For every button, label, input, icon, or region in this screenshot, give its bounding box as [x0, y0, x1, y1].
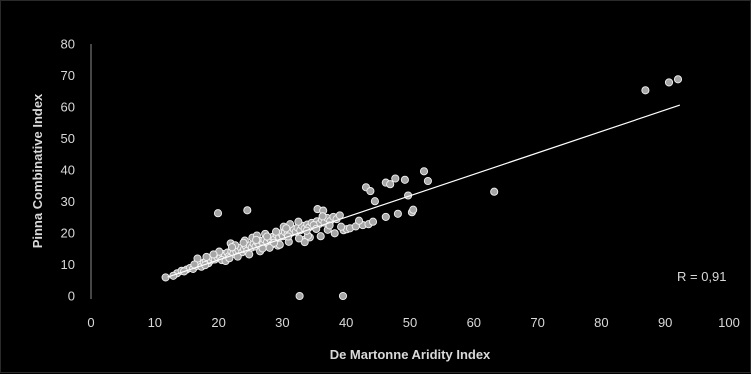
data-point — [370, 197, 379, 206]
y-tick-label: 40 — [61, 163, 75, 178]
y-tick-label: 80 — [61, 37, 75, 52]
data-point — [338, 291, 348, 301]
data-point — [209, 250, 218, 259]
data-point — [161, 273, 170, 282]
correlation-annotation: R = 0,91 — [677, 269, 727, 284]
y-tick-label: 20 — [61, 226, 75, 241]
data-point — [294, 234, 304, 243]
data-point — [239, 238, 248, 247]
data-point — [330, 229, 339, 238]
data-point — [664, 78, 674, 87]
axes: 0 10 20 30 40 50 60 70 80 0 10 20 30 40 50 60 70 80 90 100 — [61, 37, 740, 331]
data-point — [419, 167, 429, 176]
x-tick-label: 20 — [211, 315, 225, 330]
data-point — [294, 217, 303, 226]
x-tick-label: 0 — [87, 315, 94, 330]
data-point — [391, 174, 400, 183]
x-tick-label: 60 — [467, 315, 481, 330]
data-point — [423, 176, 432, 186]
x-tick-label: 80 — [594, 315, 608, 330]
data-point — [271, 227, 281, 236]
data-point — [381, 212, 390, 221]
data-point — [295, 291, 304, 301]
data-point — [202, 252, 211, 261]
trendline-group — [167, 104, 681, 278]
data-point — [300, 238, 309, 247]
y-tick-label: 50 — [61, 131, 75, 146]
x-axis-title: De Martonne Aridity Index — [330, 347, 491, 362]
data-point — [316, 232, 325, 241]
data-point — [282, 224, 291, 233]
data-point — [366, 187, 375, 196]
x-tick-label: 10 — [148, 315, 162, 330]
x-tick-label: 40 — [339, 315, 353, 330]
x-tick-label: 70 — [530, 315, 544, 330]
y-tick-label: 70 — [61, 68, 75, 83]
trendline — [167, 104, 681, 278]
x-tick-label: 30 — [275, 315, 289, 330]
data-point — [673, 75, 683, 84]
data-point — [641, 86, 650, 95]
data-point — [354, 216, 364, 225]
y-tick-label: 10 — [61, 257, 75, 272]
data-point — [386, 180, 395, 189]
y-tick-label: 30 — [61, 194, 75, 209]
x-tick-label: 50 — [403, 315, 417, 330]
data-points — [161, 75, 683, 301]
x-tick-label: 100 — [718, 315, 740, 330]
data-point — [245, 250, 254, 259]
data-point — [393, 209, 402, 218]
data-point — [243, 206, 252, 215]
y-tick-label: 60 — [61, 100, 75, 115]
data-point — [263, 232, 272, 241]
y-axis-title: Pinna Combinative Index — [30, 93, 45, 248]
data-point — [490, 187, 499, 196]
data-point — [400, 175, 409, 184]
data-point — [227, 243, 237, 252]
data-point — [409, 205, 418, 214]
data-point — [337, 222, 346, 231]
data-point — [213, 209, 223, 218]
data-point — [368, 217, 378, 226]
data-point — [252, 235, 261, 244]
y-tick-label: 0 — [68, 289, 75, 304]
data-point — [318, 212, 327, 221]
x-tick-label: 90 — [658, 315, 672, 330]
